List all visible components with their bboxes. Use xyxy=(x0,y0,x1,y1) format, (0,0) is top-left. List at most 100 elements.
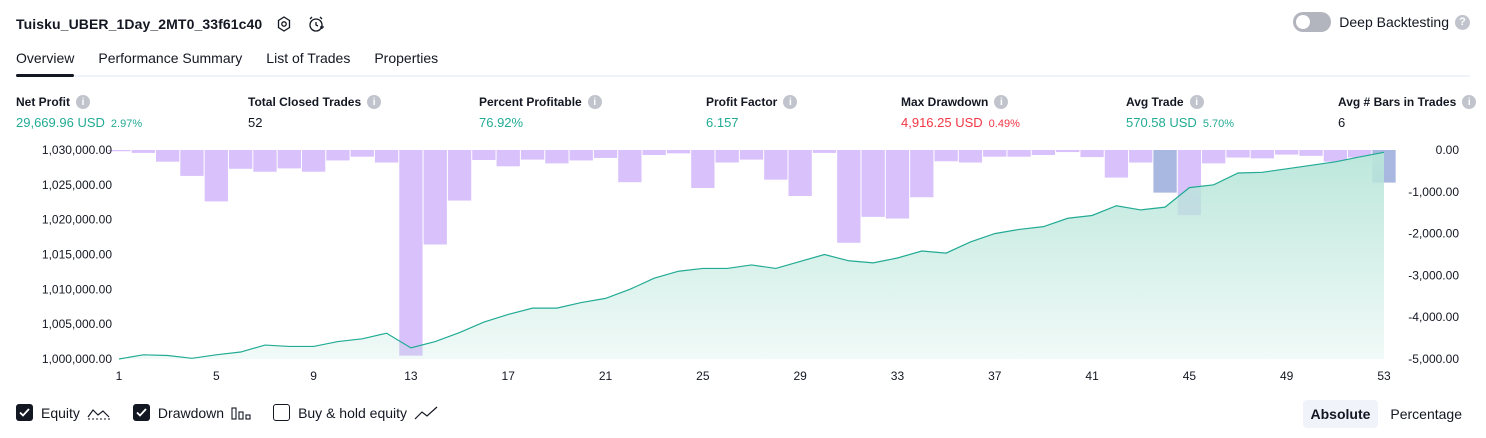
checkbox-checked-icon[interactable] xyxy=(16,404,33,421)
equity-axis-tick-label: 1,015,000.00 xyxy=(42,248,112,262)
equity-axis-tick-label: 1,025,000.00 xyxy=(42,178,112,192)
mode-percentage-button[interactable]: Percentage xyxy=(1390,406,1462,422)
legend-buy-hold-label: Buy & hold equity xyxy=(298,404,408,421)
tab-properties[interactable]: Properties xyxy=(374,50,439,66)
drawdown-bar xyxy=(837,150,861,243)
drawdown-bar xyxy=(301,150,326,172)
metric-value: 6.157 xyxy=(706,115,739,130)
drawdown-axis-tick-label: -3,000.00 xyxy=(1408,268,1459,282)
drawdown-bar xyxy=(326,150,350,161)
legend-buy-hold-toggle[interactable]: Buy & hold equity xyxy=(273,404,438,421)
x-axis-tick-label: 9 xyxy=(310,369,317,380)
equity-axis-tick-label: 1,005,000.00 xyxy=(42,317,112,331)
drawdown-bar xyxy=(1250,150,1275,159)
drawdown-bar xyxy=(958,150,983,163)
metric-label: Avg # Bars in Trades xyxy=(1338,95,1457,109)
info-icon[interactable]: i xyxy=(76,95,90,109)
info-icon[interactable]: i xyxy=(587,95,602,109)
drawdown-bar xyxy=(180,150,204,176)
settings-icon[interactable] xyxy=(270,10,298,38)
drawdown-bar xyxy=(861,150,885,217)
tab-list-of-trades[interactable]: List of Trades xyxy=(266,50,351,66)
drawdown-bar xyxy=(618,150,642,183)
drawdown-bar xyxy=(934,150,958,162)
x-axis-tick-label: 49 xyxy=(1280,369,1294,380)
info-icon[interactable]: i xyxy=(994,95,1009,109)
metric-value: 52 xyxy=(248,115,263,130)
drawdown-bar xyxy=(1226,150,1250,158)
drawdown-bar xyxy=(812,150,837,153)
metric-label: Profit Factor xyxy=(706,95,778,109)
metric-value: 4,916.25 USD xyxy=(901,115,983,130)
metric-label: Max Drawdown xyxy=(901,95,989,109)
metric-value: 29,669.96 USD xyxy=(16,115,105,130)
drawdown-bar xyxy=(788,150,812,196)
drawdown-bar xyxy=(885,150,910,219)
drawdown-bar xyxy=(277,150,301,169)
drawdown-bar xyxy=(764,150,788,180)
tab-overview[interactable]: Overview xyxy=(16,44,75,77)
drawdown-bar xyxy=(1275,150,1299,155)
alarm-clock-icon[interactable] xyxy=(302,10,330,38)
metric-net-profit: Net Profit i 29,669.96 USD 2.97% xyxy=(16,94,142,130)
metric-label: Avg Trade xyxy=(1126,95,1184,109)
drawdown-bar xyxy=(666,150,691,154)
drawdown-bar xyxy=(447,150,472,201)
drawdown-bar xyxy=(1202,150,1226,164)
equity-axis-tick-label: 1,030,000.00 xyxy=(42,143,112,157)
drawdown-bar xyxy=(228,150,253,169)
drawdown-bar xyxy=(204,150,228,202)
checkbox-unchecked-icon[interactable] xyxy=(273,404,291,421)
x-axis-tick-label: 25 xyxy=(696,369,710,380)
x-axis-tick-label: 53 xyxy=(1377,369,1391,380)
info-icon[interactable]: i xyxy=(367,95,382,109)
drawdown-bar xyxy=(472,150,496,161)
deep-backtesting-label: Deep Backtesting xyxy=(1339,14,1449,30)
equity-line xyxy=(118,151,1385,360)
drawdown-bar xyxy=(1129,150,1153,163)
legend-equity-toggle[interactable]: Equity xyxy=(16,404,111,421)
mode-absolute-button[interactable]: Absolute xyxy=(1302,400,1379,428)
metric-total-closed-trades: Total Closed Trades i 52 xyxy=(248,94,382,130)
drawdown-bar xyxy=(1104,150,1129,178)
drawdown-axis-tick-label: -5,000.00 xyxy=(1408,352,1459,366)
strategy-header: Tuisku_UBER_1Day_2MT0_33f61c40 xyxy=(16,10,330,38)
info-icon[interactable]: i xyxy=(1462,95,1477,109)
metric-value: 570.58 USD xyxy=(1126,115,1197,130)
x-axis-tick-label: 5 xyxy=(213,369,220,380)
drawdown-bar xyxy=(399,150,423,356)
x-axis-tick-label: 17 xyxy=(502,369,516,380)
x-axis-tick-label: 37 xyxy=(988,369,1002,380)
metric-percent-profitable: Percent Profitable i 76.92% xyxy=(479,94,602,130)
drawdown-bar xyxy=(108,150,131,152)
strategy-title: Tuisku_UBER_1Day_2MT0_33f61c40 xyxy=(16,16,263,32)
x-axis-tick-label: 21 xyxy=(599,369,613,380)
drawdown-bar xyxy=(545,150,569,164)
drawdown-bar xyxy=(374,150,399,163)
metric-value: 6 xyxy=(1338,115,1346,130)
checkbox-checked-icon[interactable] xyxy=(132,404,150,421)
drawdown-bar xyxy=(1056,150,1080,153)
drawdown-bar xyxy=(1348,150,1372,158)
equity-drawdown-chart[interactable]: 1,030,000.00 1,025,000.00 1,020,000.00 1,01… xyxy=(0,140,1486,380)
tab-performance-summary[interactable]: Performance Summary xyxy=(98,50,243,66)
info-icon[interactable]: i xyxy=(783,95,798,109)
drawdown-bar xyxy=(131,150,155,153)
drawdown-bar xyxy=(1323,150,1348,162)
drawdown-bar xyxy=(1007,150,1031,157)
info-icon[interactable]: i xyxy=(1189,95,1204,109)
drawdown-bar xyxy=(520,150,545,160)
legend-equity-label: Equity xyxy=(41,404,80,421)
deep-backtesting-toggle[interactable] xyxy=(1293,12,1332,32)
bar-chart-icon xyxy=(231,406,251,420)
metric-profit-factor: Profit Factor i 6.157 xyxy=(706,94,798,130)
drawdown-axis-tick-label: -1,000.00 xyxy=(1408,185,1459,199)
help-icon[interactable]: ? xyxy=(1455,14,1470,30)
drawdown-bar xyxy=(983,150,1007,157)
equity-axis-tick-label: 1,000,000.00 xyxy=(42,352,112,366)
metric-max-drawdown: Max Drawdown i 4,916.25 USD 0.49% xyxy=(901,94,1020,130)
x-axis-tick-label: 41 xyxy=(1085,369,1099,380)
metric-label: Total Closed Trades xyxy=(248,95,362,109)
line-chart-icon xyxy=(414,406,438,420)
legend-drawdown-toggle[interactable]: Drawdown xyxy=(132,404,251,421)
